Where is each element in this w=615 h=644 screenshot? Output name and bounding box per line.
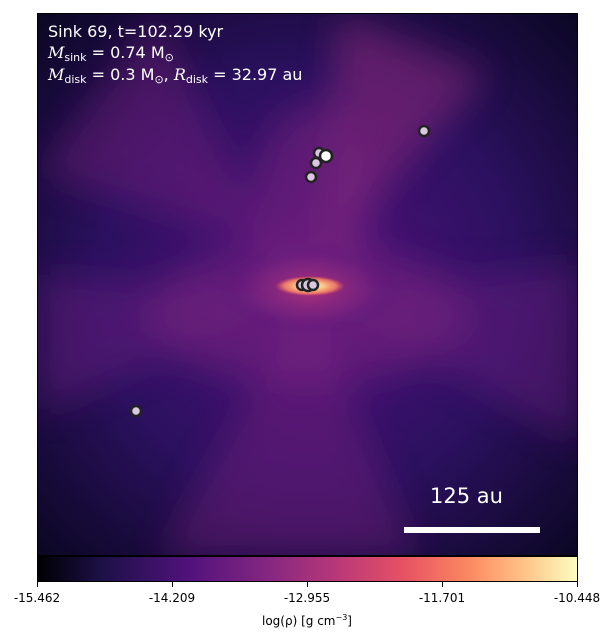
colorbar-tick [577,582,578,587]
colorbar-label: log(ρ) [g cm−3] [262,613,352,628]
colorbar-tick [307,582,308,587]
colorbar-tick-label: -12.955 [283,591,331,605]
colorbar-tick-label: -10.448 [553,591,601,605]
density-map: Sink 69, t=102.29 kyr Msink = 0.74 M⊙ Md… [37,13,578,556]
colorbar-tick [172,582,173,587]
scalebar [404,527,540,533]
colorbar-tick [442,582,443,587]
sink-info-line: Sink 69, t=102.29 kyr [48,22,224,41]
scalebar-label: 125 au [430,484,503,508]
disk-info-line: Mdisk = 0.3 M⊙, Rdisk = 32.97 au [48,65,303,86]
colorbar-tick-label: -11.701 [418,591,466,605]
colorbar [37,556,578,582]
colorbar-tick [37,582,38,587]
colorbar-tick-label: -14.209 [148,591,196,605]
sink-mass-line: Msink = 0.74 M⊙ [48,43,174,64]
density-image [38,14,577,555]
colorbar-tick-label: -15.462 [13,591,61,605]
sink-particles [129,124,431,418]
